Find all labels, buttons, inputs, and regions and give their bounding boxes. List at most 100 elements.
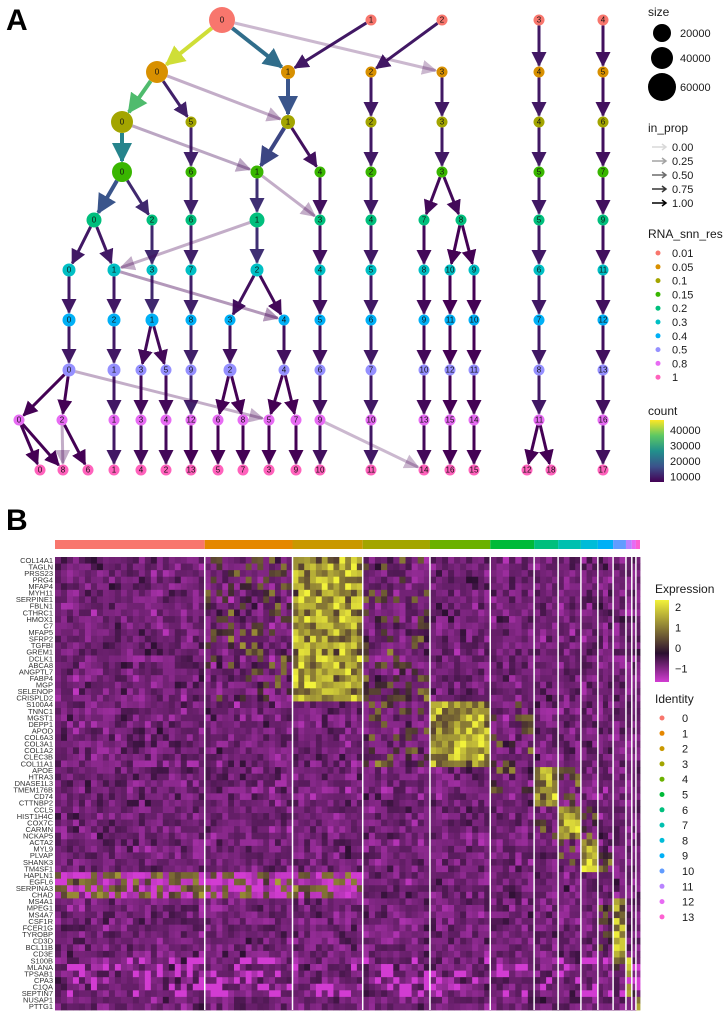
heatmap-cell xyxy=(210,721,217,729)
heatmap-cell xyxy=(351,983,358,991)
heatmap-cell xyxy=(399,826,406,834)
heatmap-cell xyxy=(114,957,122,965)
tree-node-circle xyxy=(135,464,147,476)
heatmap-cell xyxy=(174,740,182,748)
heatmap-cell xyxy=(405,885,413,893)
heatmap-cell xyxy=(387,563,394,571)
heatmap-cell xyxy=(310,694,317,702)
heatmap-cell xyxy=(72,891,80,899)
heatmap-cell xyxy=(257,878,264,886)
heatmap-cell xyxy=(292,852,299,860)
heatmap-cell xyxy=(210,839,217,847)
heatmap-cell xyxy=(186,589,194,597)
heatmap-cell xyxy=(198,937,206,945)
heatmap-cell xyxy=(222,990,229,998)
heatmap-cell xyxy=(120,931,128,939)
heatmap-cell xyxy=(96,819,104,827)
heatmap-cell xyxy=(114,602,122,610)
heatmap-cell xyxy=(60,563,68,571)
heatmap-cell xyxy=(387,576,394,584)
heatmap-cell xyxy=(263,780,270,788)
heatmap-cell xyxy=(245,648,252,656)
heatmap-cell xyxy=(186,806,194,814)
heatmap-cell xyxy=(345,793,352,801)
heatmap-cell xyxy=(429,918,437,926)
heatmap-cell xyxy=(257,642,264,650)
heatmap-cell xyxy=(228,983,235,991)
heatmap-cell xyxy=(387,977,394,985)
tree-node-label: 6 xyxy=(369,316,374,325)
heatmap-cell xyxy=(108,806,116,814)
heatmap-cell xyxy=(66,655,74,663)
heatmap-cell xyxy=(222,839,229,847)
heatmap-cell xyxy=(356,721,364,729)
heatmap-cell xyxy=(321,734,329,742)
identity-bar-segment xyxy=(558,540,581,549)
heatmap-cell xyxy=(192,898,200,906)
heatmap-cell xyxy=(204,918,212,926)
heatmap-cell xyxy=(198,576,206,584)
heatmap-cell xyxy=(321,557,329,564)
heatmap-cell xyxy=(423,832,431,840)
heatmap-cell xyxy=(345,629,352,637)
heatmap-cell xyxy=(192,583,200,591)
heatmap-cell xyxy=(120,839,128,847)
heatmap-cell xyxy=(327,655,334,663)
heatmap-cell xyxy=(315,662,323,670)
heatmap-cell xyxy=(102,681,110,689)
heatmap-cell xyxy=(168,734,176,742)
heatmap-cell xyxy=(345,708,352,715)
heatmap-cell xyxy=(304,806,311,814)
heatmap-cell xyxy=(310,799,317,807)
heatmap-cell xyxy=(351,583,358,591)
heatmap-cell xyxy=(362,708,370,715)
heatmap-cell xyxy=(333,583,340,591)
heatmap-cell xyxy=(96,583,104,591)
tree-node-circle xyxy=(160,464,172,476)
heatmap-cell xyxy=(108,583,116,591)
heatmap-cell xyxy=(216,570,223,578)
tree-node-circle xyxy=(597,264,609,276)
heatmap-cell xyxy=(374,688,382,696)
heatmap-cell xyxy=(292,931,299,939)
heatmap-cell xyxy=(228,760,235,768)
heatmap-cell xyxy=(192,760,200,768)
heatmap-cell xyxy=(339,918,346,926)
heatmap-cell xyxy=(108,747,116,755)
heatmap-cell xyxy=(132,767,140,775)
heatmap-cell xyxy=(234,648,241,656)
heatmap-cell xyxy=(132,786,140,794)
heatmap-cell xyxy=(315,616,323,624)
clustree-plot: 0 1 2 3 40 1 2 3 4 50 5 1 2 3 4 60 6 1 4 2 3 5 70 2 6 1 3 4 7 8 5 90 1 3 7… xyxy=(13,7,611,476)
heatmap-cell xyxy=(310,668,317,676)
heatmap-cell xyxy=(192,767,200,775)
heatmap-cell xyxy=(304,865,311,873)
tree-node-label: 1 xyxy=(286,68,291,77)
tree-edge xyxy=(95,226,114,265)
heatmap-cell xyxy=(387,911,394,919)
heatmap-cell xyxy=(66,681,74,689)
heatmap-cell xyxy=(286,859,293,866)
heatmap-cell xyxy=(362,668,370,676)
tree-node-circle xyxy=(212,464,224,476)
heatmap-cell xyxy=(198,622,206,630)
heatmap-cell xyxy=(132,957,140,965)
heatmap-cell xyxy=(234,576,241,584)
heatmap-cell xyxy=(60,668,68,676)
heatmap-cell xyxy=(132,793,140,801)
heatmap-cell xyxy=(90,708,98,715)
tree-node-circle xyxy=(314,464,326,476)
heatmap-cell xyxy=(327,596,334,604)
heatmap-cell xyxy=(198,602,206,610)
tree-edge xyxy=(55,425,71,466)
heatmap-cell xyxy=(210,819,217,827)
heatmap-cell xyxy=(429,786,437,794)
heatmap-cell xyxy=(108,937,116,945)
heatmap-cell xyxy=(345,898,352,906)
heatmap-cell xyxy=(399,727,406,735)
heatmap-cell xyxy=(405,721,413,729)
heatmap-cell xyxy=(411,931,419,939)
heatmap-cell xyxy=(351,589,358,597)
tree-node-circle xyxy=(365,264,377,276)
heatmap-cell xyxy=(108,859,116,866)
